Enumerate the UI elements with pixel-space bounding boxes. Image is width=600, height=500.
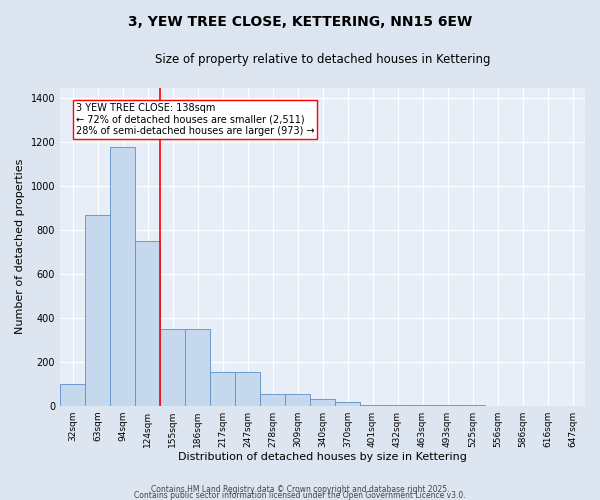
Bar xyxy=(185,329,210,406)
Text: 3, YEW TREE CLOSE, KETTERING, NN15 6EW: 3, YEW TREE CLOSE, KETTERING, NN15 6EW xyxy=(128,15,472,29)
Text: Contains HM Land Registry data © Crown copyright and database right 2025.: Contains HM Land Registry data © Crown c… xyxy=(151,485,449,494)
Bar xyxy=(360,404,385,406)
Text: Contains public sector information licensed under the Open Government Licence v3: Contains public sector information licen… xyxy=(134,490,466,500)
Bar xyxy=(110,147,135,406)
Bar xyxy=(160,329,185,406)
Bar xyxy=(285,394,310,406)
Text: 3 YEW TREE CLOSE: 138sqm
← 72% of detached houses are smaller (2,511)
28% of sem: 3 YEW TREE CLOSE: 138sqm ← 72% of detach… xyxy=(76,103,314,136)
Bar xyxy=(135,241,160,406)
Title: Size of property relative to detached houses in Kettering: Size of property relative to detached ho… xyxy=(155,52,490,66)
Bar xyxy=(385,405,410,406)
Bar xyxy=(60,384,85,406)
X-axis label: Distribution of detached houses by size in Kettering: Distribution of detached houses by size … xyxy=(178,452,467,462)
Bar xyxy=(210,372,235,406)
Bar xyxy=(335,402,360,406)
Y-axis label: Number of detached properties: Number of detached properties xyxy=(15,159,25,334)
Bar xyxy=(260,394,285,406)
Bar xyxy=(85,215,110,406)
Bar xyxy=(310,399,335,406)
Bar xyxy=(235,372,260,406)
